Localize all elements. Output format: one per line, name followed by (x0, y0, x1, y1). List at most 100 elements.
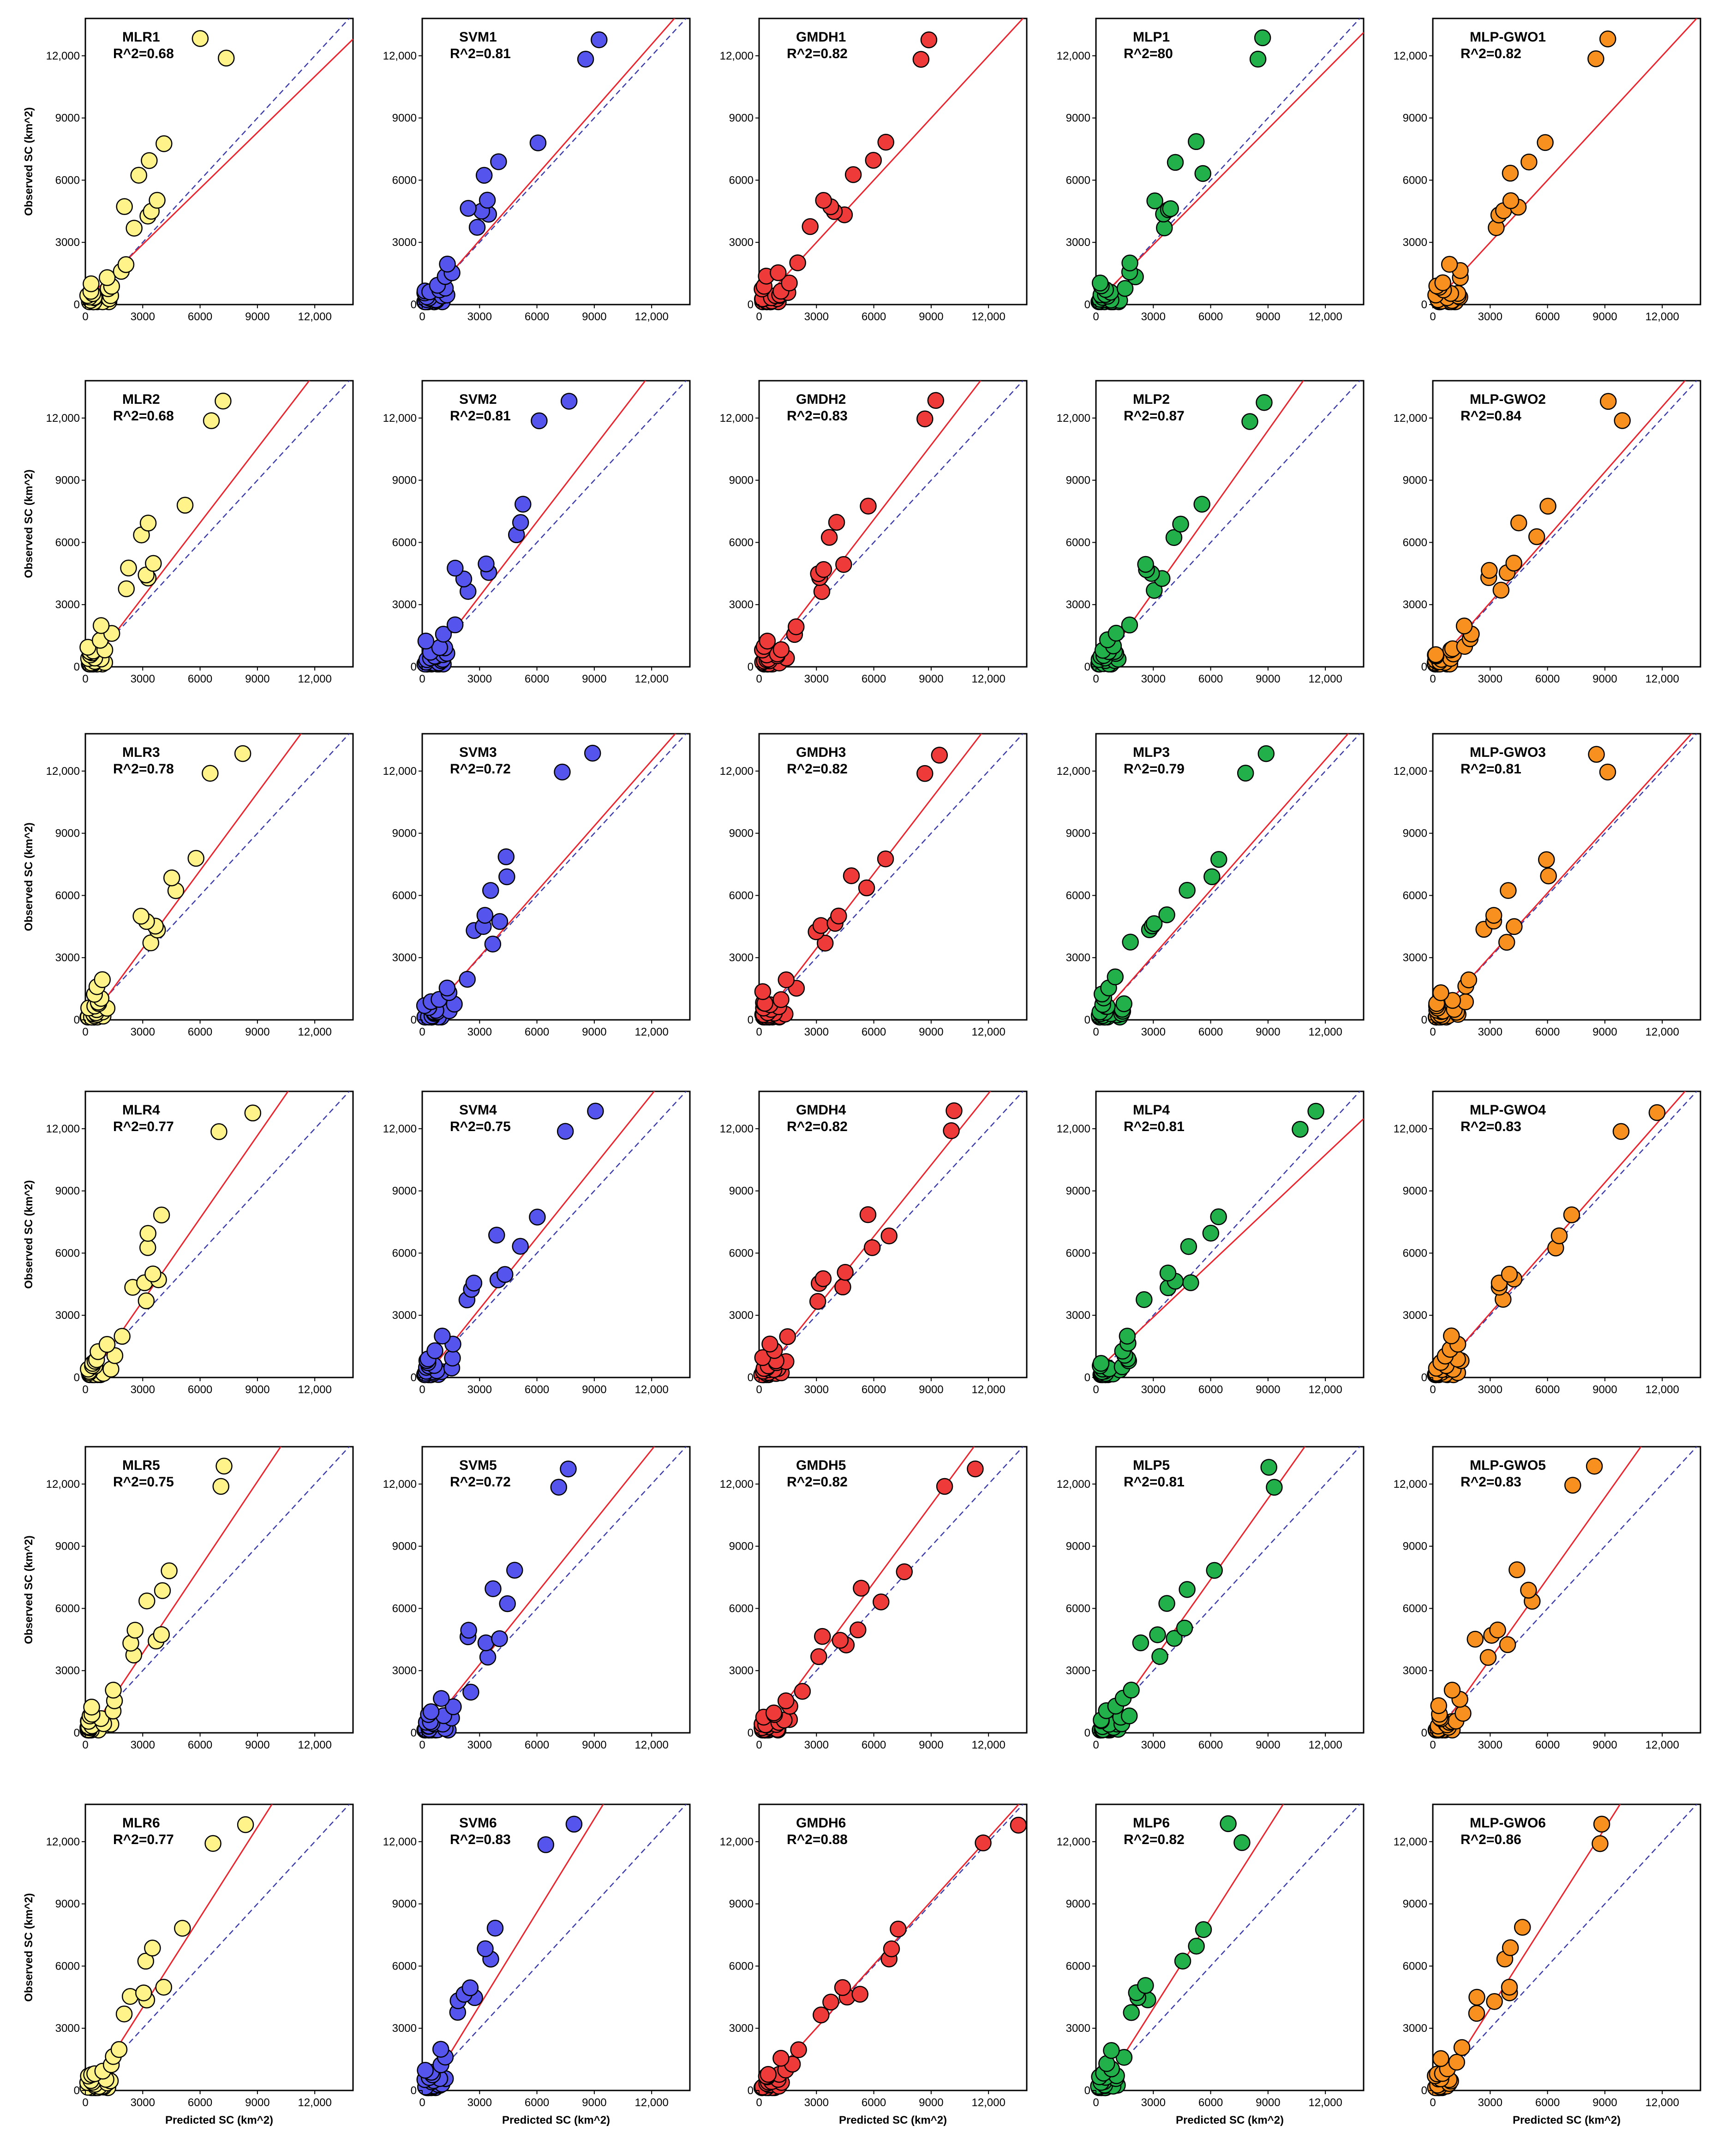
data-point (139, 515, 157, 532)
y-tick-label: 3000 (392, 236, 417, 249)
data-point (1599, 393, 1617, 410)
data-point (1514, 1919, 1531, 1936)
data-point (1193, 496, 1210, 513)
y-tick-label: 3000 (1403, 952, 1427, 964)
data-point (447, 559, 464, 577)
data-point (1145, 915, 1163, 932)
x-tick-label: 6000 (1535, 1026, 1560, 1038)
data-point (1123, 2004, 1140, 2021)
data-point (759, 632, 776, 650)
data-point (1485, 907, 1503, 924)
data-point (1091, 275, 1109, 292)
y-tick-label: 0 (74, 661, 80, 673)
data-point (858, 879, 875, 897)
y-tick-label: 0 (411, 1371, 417, 1384)
x-tick-label: 0 (1093, 673, 1099, 685)
data-point (144, 1265, 162, 1282)
panel-title: MLP2 (1133, 392, 1170, 407)
reference-line (85, 1091, 350, 1377)
y-tick-label: 12,000 (720, 1836, 754, 1848)
points (753, 1102, 963, 1383)
y-tick-label: 12,000 (1057, 1836, 1090, 1848)
fit-line (85, 38, 353, 301)
data-point (1307, 1102, 1324, 1120)
data-point (1434, 274, 1451, 291)
panel-title: MLP5 (1133, 1458, 1170, 1473)
data-point (1508, 1561, 1526, 1578)
data-point (432, 2041, 449, 2058)
panel-mlr3: 0 3000 6000 9000 12,000 0 3000 6000 9000 12,000 ML… (23, 733, 354, 1038)
x-tick-label: 12,000 (635, 311, 668, 323)
x-tick-label: 0 (1093, 2096, 1099, 2109)
reference-line (1433, 1804, 1698, 2090)
x-tick-label: 0 (756, 1026, 762, 1038)
data-point (1614, 412, 1631, 429)
x-tick-label: 3000 (1141, 1739, 1166, 1751)
reference-line (85, 734, 350, 1020)
fit-line (1433, 734, 1693, 1020)
fit-line (762, 1447, 975, 1733)
data-point (1179, 881, 1196, 899)
data-point (1432, 984, 1449, 1001)
x-tick-label: 3000 (1141, 1026, 1166, 1038)
r2-label: R^2=0.83 (450, 1832, 511, 1847)
panel-title: GMDH6 (796, 1815, 846, 1831)
y-tick-label: 6000 (1066, 536, 1090, 549)
r2-label: R^2=0.82 (787, 1119, 848, 1134)
data-point (1132, 1634, 1149, 1652)
y-axis-label: Observed SC (km^2) (23, 822, 35, 931)
panel-title: MLR3 (122, 745, 160, 760)
x-axis-label: Predicted SC (km^2) (165, 2114, 273, 2126)
panel-title: MLP-GWO4 (1470, 1102, 1546, 1118)
x-tick-label: 6000 (1535, 311, 1560, 323)
data-point (126, 1622, 144, 1639)
panel-mlp6: 0 3000 6000 9000 12,000 0 3000 6000 9000 12,000 ML… (1057, 1803, 1365, 2126)
fit-line (1100, 1804, 1284, 2090)
data-point (916, 410, 934, 427)
x-tick-label: 3000 (1141, 1383, 1166, 1396)
x-tick-label: 6000 (1198, 311, 1223, 323)
x-tick-label: 9000 (1592, 673, 1617, 685)
x-tick-label: 12,000 (971, 1026, 1005, 1038)
y-tick-label: 3000 (1403, 2022, 1427, 2035)
panel-title: SVM5 (459, 1458, 497, 1473)
y-tick-label: 3000 (55, 599, 80, 611)
y-tick-label: 0 (1421, 1727, 1427, 1739)
x-axis-label: Predicted SC (km^2) (1176, 2114, 1284, 2126)
panel-gmdh5: 0 3000 6000 9000 12,000 0 3000 6000 9000 12,000 GM… (720, 1446, 1028, 1751)
data-point (1505, 555, 1522, 572)
x-tick-label: 3000 (1478, 673, 1503, 685)
data-point (244, 1104, 262, 1122)
r2-label: R^2=0.81 (1461, 761, 1521, 777)
fit-line (1099, 381, 1305, 667)
y-tick-label: 9000 (729, 474, 754, 487)
panel-mlp-gwo6: 0 3000 6000 9000 12,000 0 3000 6000 9000 12,000 ML… (1394, 1803, 1701, 2126)
panel-mlr1: 0 3000 6000 9000 12,000 0 3000 6000 9000 12,000 ML… (23, 18, 354, 323)
x-tick-label: 0 (1093, 1383, 1099, 1396)
data-point (1146, 192, 1163, 210)
points (1427, 1457, 1603, 1739)
data-point (1174, 1952, 1191, 1970)
fit-line (1096, 734, 1349, 1020)
x-tick-label: 0 (756, 2096, 762, 2109)
x-tick-label: 9000 (1592, 311, 1617, 323)
data-point (1453, 2039, 1471, 2056)
y-tick-label: 6000 (729, 536, 754, 549)
points (1091, 1102, 1324, 1383)
x-tick-label: 6000 (862, 1739, 886, 1751)
reference-line (85, 1447, 350, 1733)
r2-label: R^2=0.72 (450, 761, 511, 777)
x-axis-label: Predicted SC (km^2) (839, 2114, 947, 2126)
data-point (1586, 1457, 1603, 1475)
data-point (877, 850, 894, 868)
y-tick-label: 0 (1421, 661, 1427, 673)
panel-title: MLR6 (122, 1815, 160, 1831)
x-tick-label: 12,000 (971, 1739, 1005, 1751)
points (416, 393, 578, 673)
data-point (1115, 995, 1132, 1012)
r2-label: R^2=0.83 (1461, 1119, 1521, 1134)
data-point (114, 1328, 131, 1345)
data-point (1506, 918, 1523, 935)
panel-title: MLP-GWO5 (1470, 1458, 1546, 1473)
y-tick-label: 3000 (55, 952, 80, 964)
